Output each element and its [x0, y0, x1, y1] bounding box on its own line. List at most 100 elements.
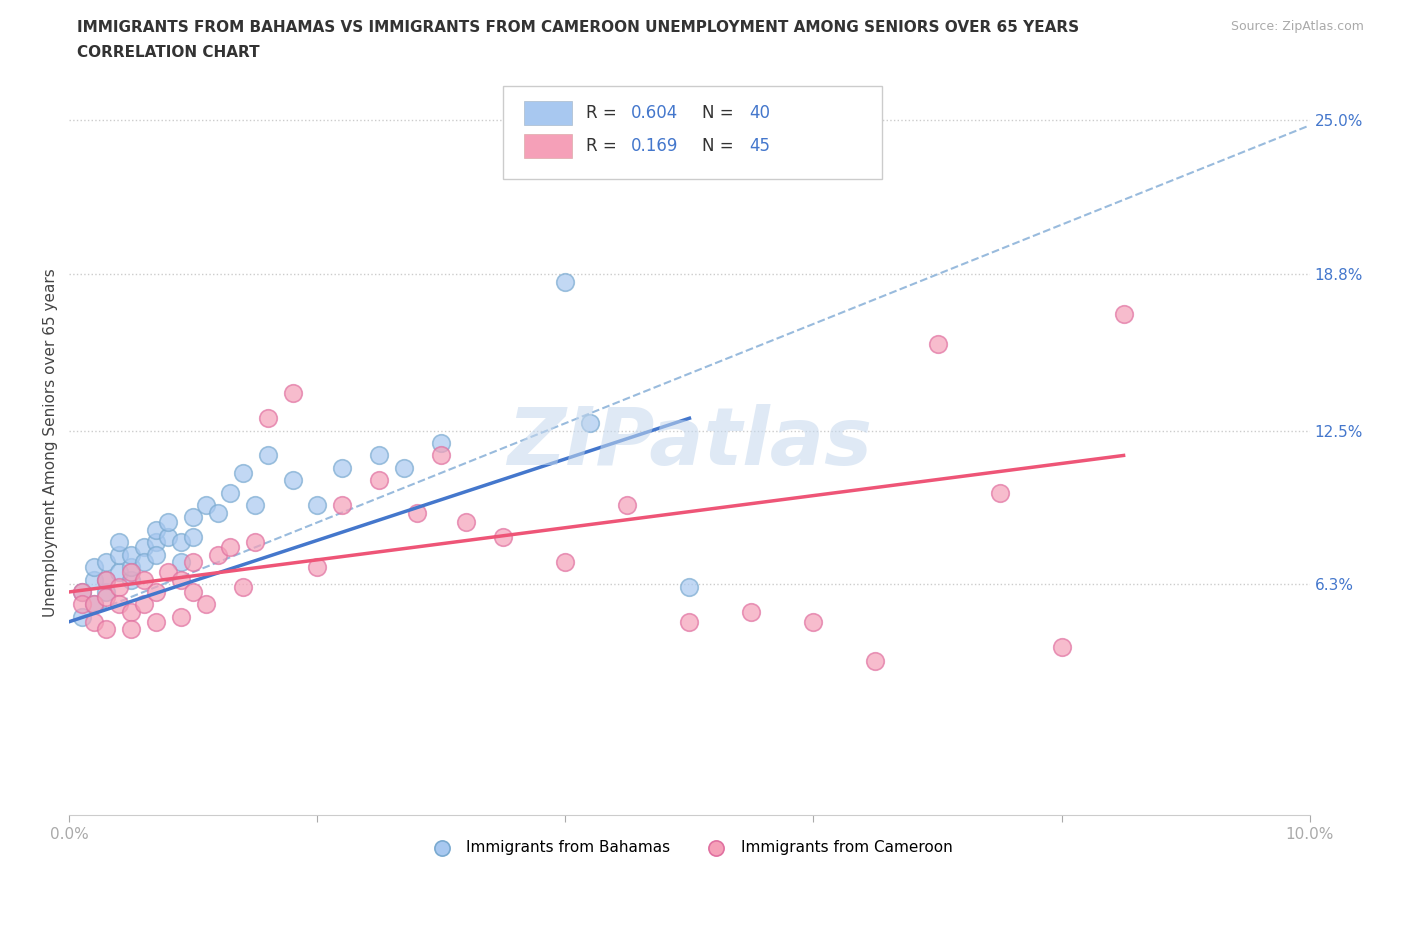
Point — [170, 535, 193, 550]
Point — [96, 590, 118, 604]
Point — [145, 547, 167, 562]
Text: IMMIGRANTS FROM BAHAMAS VS IMMIGRANTS FROM CAMEROON UNEMPLOYMENT AMONG SENIORS O: IMMIGRANTS FROM BAHAMAS VS IMMIGRANTS FR… — [77, 20, 1080, 35]
Point — [145, 535, 167, 550]
Y-axis label: Unemployment Among Seniors over 65 years: Unemployment Among Seniors over 65 years — [44, 269, 58, 618]
Point — [579, 416, 602, 431]
Text: 0.169: 0.169 — [631, 137, 679, 155]
Point — [232, 579, 254, 594]
Text: 40: 40 — [749, 104, 770, 122]
Point — [207, 547, 229, 562]
Point — [927, 337, 949, 352]
Point — [281, 472, 304, 487]
Text: CORRELATION CHART: CORRELATION CHART — [77, 45, 260, 60]
Point — [330, 498, 353, 512]
Point — [157, 515, 180, 530]
Point — [392, 460, 415, 475]
Bar — [524, 134, 572, 158]
Point — [83, 597, 105, 612]
Point — [616, 498, 638, 512]
Point — [865, 654, 887, 669]
Point — [108, 565, 131, 579]
Point — [988, 485, 1011, 500]
Point — [96, 622, 118, 637]
Text: Source: ZipAtlas.com: Source: ZipAtlas.com — [1230, 20, 1364, 33]
Text: 0.604: 0.604 — [631, 104, 678, 122]
Point — [83, 560, 105, 575]
Point — [456, 515, 478, 530]
Point — [120, 547, 142, 562]
Point — [405, 505, 427, 520]
Text: 45: 45 — [749, 137, 770, 155]
Point — [145, 523, 167, 538]
Point — [83, 597, 105, 612]
Bar — [524, 101, 572, 126]
Legend: Immigrants from Bahamas, Immigrants from Cameroon: Immigrants from Bahamas, Immigrants from… — [420, 834, 959, 861]
Point — [232, 465, 254, 480]
Point — [120, 560, 142, 575]
Text: N =: N = — [702, 137, 738, 155]
Point — [678, 579, 700, 594]
FancyBboxPatch shape — [503, 86, 882, 179]
Point — [170, 609, 193, 624]
Point — [430, 435, 453, 450]
Point — [132, 597, 155, 612]
Point — [281, 386, 304, 401]
Point — [70, 584, 93, 599]
Point — [145, 615, 167, 630]
Text: N =: N = — [702, 104, 738, 122]
Point — [120, 565, 142, 579]
Point — [145, 584, 167, 599]
Point — [1050, 639, 1073, 654]
Point — [108, 547, 131, 562]
Point — [70, 597, 93, 612]
Point — [1112, 307, 1135, 322]
Point — [120, 604, 142, 619]
Point — [368, 448, 391, 463]
Point — [132, 572, 155, 587]
Point — [96, 572, 118, 587]
Point — [430, 448, 453, 463]
Point — [245, 498, 267, 512]
Point — [157, 565, 180, 579]
Point — [120, 622, 142, 637]
Point — [96, 554, 118, 569]
Point — [170, 572, 193, 587]
Point — [108, 535, 131, 550]
Point — [307, 560, 329, 575]
Point — [219, 485, 242, 500]
Point — [181, 554, 204, 569]
Point — [120, 572, 142, 587]
Point — [96, 584, 118, 599]
Point — [96, 572, 118, 587]
Point — [740, 604, 762, 619]
Point — [492, 530, 515, 545]
Point — [181, 584, 204, 599]
Point — [70, 609, 93, 624]
Point — [256, 411, 278, 426]
Text: R =: R = — [586, 104, 623, 122]
Point — [330, 460, 353, 475]
Point — [245, 535, 267, 550]
Point — [256, 448, 278, 463]
Point — [194, 498, 217, 512]
Text: ZIPatlas: ZIPatlas — [508, 404, 872, 482]
Point — [194, 597, 217, 612]
Point — [219, 539, 242, 554]
Point — [678, 615, 700, 630]
Point — [108, 597, 131, 612]
Text: R =: R = — [586, 137, 627, 155]
Point — [83, 572, 105, 587]
Point — [181, 530, 204, 545]
Point — [207, 505, 229, 520]
Point — [132, 554, 155, 569]
Point — [108, 579, 131, 594]
Point — [132, 539, 155, 554]
Point — [368, 472, 391, 487]
Point — [157, 530, 180, 545]
Point — [554, 274, 576, 289]
Point — [803, 615, 825, 630]
Point — [181, 510, 204, 525]
Point — [554, 554, 576, 569]
Point — [307, 498, 329, 512]
Point — [83, 615, 105, 630]
